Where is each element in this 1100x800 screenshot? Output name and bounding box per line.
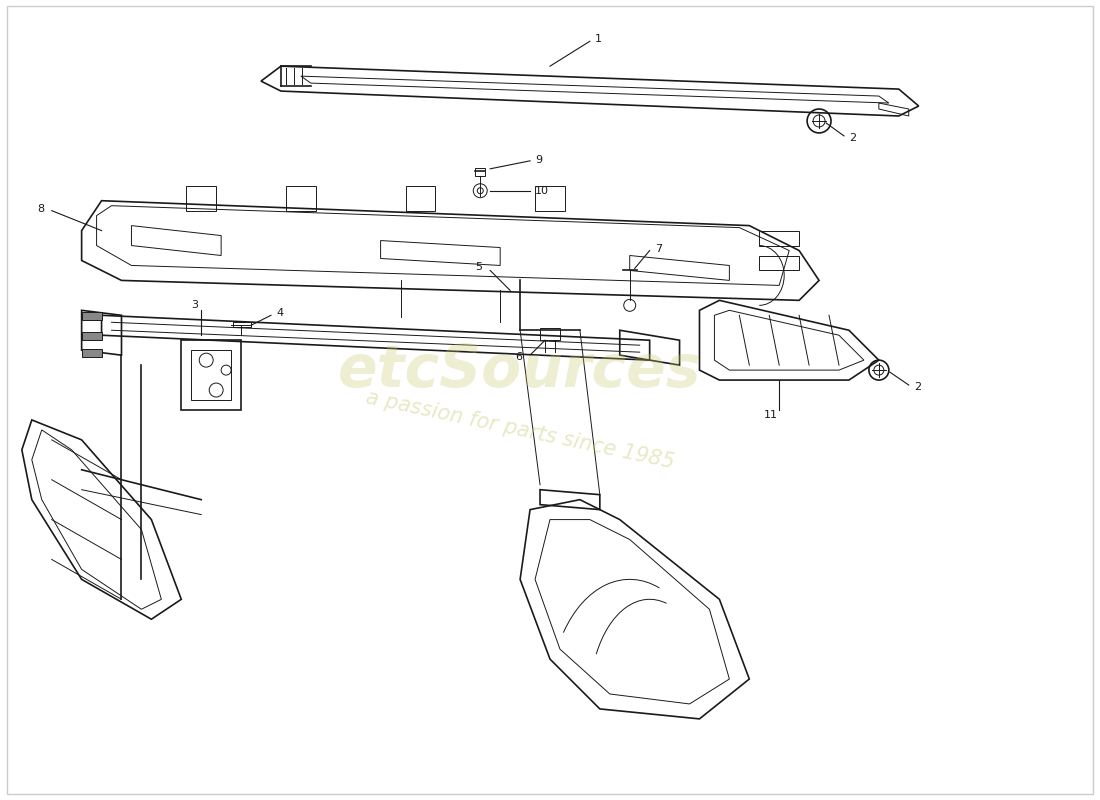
Text: 9: 9 [535,155,542,165]
Bar [535,186,565,210]
Text: 1: 1 [595,34,602,44]
Text: 2: 2 [914,382,921,392]
Bar [186,186,217,210]
Bar [81,349,101,357]
Text: a passion for parts since 1985: a passion for parts since 1985 [364,387,676,473]
Bar [406,186,436,210]
Bar [759,255,799,270]
Bar [233,322,251,327]
Text: etcSources: etcSources [339,342,702,398]
Text: 6: 6 [515,352,522,362]
Bar [759,230,799,246]
Text: 7: 7 [654,243,662,254]
Text: 10: 10 [535,186,549,196]
Text: 11: 11 [764,410,779,420]
Text: 4: 4 [276,308,283,318]
Text: 5: 5 [475,262,482,273]
Bar [81,312,101,320]
Bar [540,328,560,340]
Text: 8: 8 [36,204,44,214]
Text: 3: 3 [191,300,198,310]
Bar [475,168,485,176]
Text: 2: 2 [849,133,856,143]
Bar [286,186,316,210]
Bar [81,332,101,340]
